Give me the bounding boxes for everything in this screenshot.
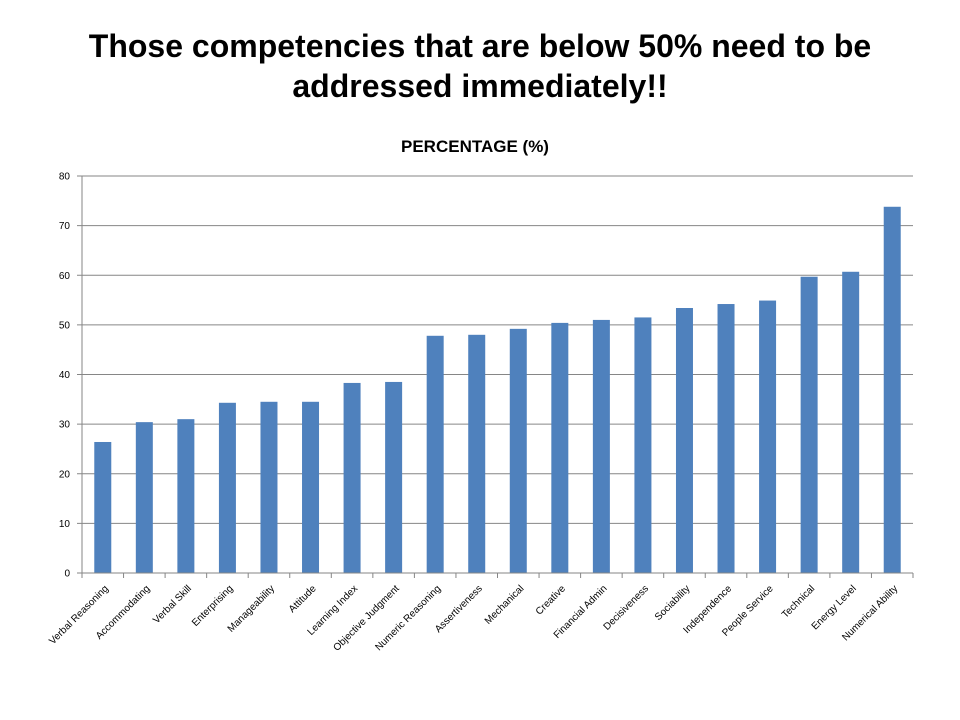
bar	[717, 304, 735, 573]
y-tick-label: 0	[64, 569, 70, 580]
bar	[468, 334, 486, 573]
bar	[426, 335, 444, 573]
bar	[177, 419, 195, 573]
y-tick-label: 20	[59, 469, 71, 480]
bar	[800, 276, 818, 573]
x-tick-label: Sociability	[653, 583, 693, 623]
gridlines	[82, 175, 913, 524]
bar	[260, 401, 278, 573]
y-axis-ticks: 0 10 20 30 40 50 60 70 80	[59, 172, 82, 580]
y-tick-label: 60	[59, 271, 71, 282]
bar	[385, 381, 403, 573]
slide-heading-line-2: addressed immediately!!	[292, 68, 668, 104]
bar	[302, 401, 320, 573]
bar	[94, 441, 112, 573]
chart-title: PERCENTAGE (%)	[401, 137, 549, 156]
x-tick-label: Creative	[534, 583, 568, 617]
y-tick-label: 10	[59, 519, 71, 530]
bar	[592, 319, 610, 573]
x-tick-label: Attitude	[287, 583, 319, 615]
slide-heading-line-1: Those competencies that are below 50% ne…	[88, 28, 872, 64]
bar	[759, 300, 777, 573]
bar	[675, 308, 693, 573]
bar	[218, 402, 236, 573]
bar	[343, 382, 361, 573]
bars	[94, 206, 901, 573]
x-tick-label: Mechanical	[483, 583, 527, 627]
bar	[135, 422, 153, 573]
slide-heading: Those competencies that are below 50% ne…	[0, 26, 960, 106]
bar	[509, 328, 527, 573]
x-tick-label: Enterprising	[190, 583, 236, 629]
x-tick-label: Verbal Skill	[151, 583, 194, 626]
y-tick-label: 80	[59, 172, 71, 183]
y-tick-label: 70	[59, 221, 71, 232]
bar	[883, 206, 901, 573]
y-tick-label: 50	[59, 320, 71, 331]
x-tick-label: Technical	[780, 583, 817, 620]
bar	[842, 271, 860, 573]
y-tick-label: 30	[59, 420, 71, 431]
bar	[634, 317, 652, 573]
y-tick-label: 40	[59, 370, 71, 381]
bar	[551, 322, 569, 573]
